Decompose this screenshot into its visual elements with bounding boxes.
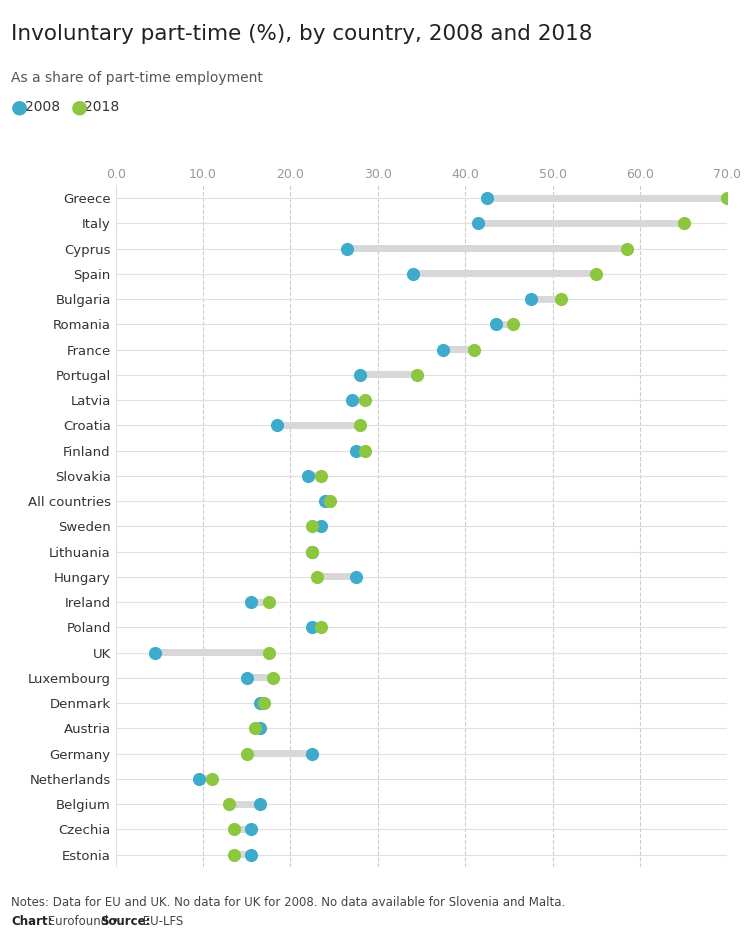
Bar: [247, 750, 313, 757]
Point: [254, 797, 266, 812]
Bar: [443, 346, 474, 353]
Point: [507, 317, 519, 332]
Point: [324, 494, 336, 509]
Point: [359, 443, 371, 458]
Point: [307, 620, 319, 635]
Point: [315, 468, 327, 483]
Bar: [251, 598, 269, 606]
Point: [272, 417, 283, 433]
Point: [241, 670, 253, 686]
Bar: [313, 523, 321, 530]
Text: Notes: Data for EU and UK. No data for UK for 2008. No data available for Sloven: Notes: Data for EU and UK. No data for U…: [11, 896, 565, 909]
Point: [310, 570, 322, 585]
Point: [481, 190, 493, 205]
Point: [206, 771, 218, 786]
Bar: [478, 220, 683, 227]
Point: [490, 317, 502, 332]
Point: [590, 266, 602, 281]
Point: [249, 721, 261, 736]
Bar: [308, 473, 321, 479]
Bar: [351, 397, 365, 403]
Point: [472, 216, 484, 231]
Point: [315, 519, 327, 534]
Point: [319, 494, 331, 509]
Point: [621, 241, 633, 256]
Point: [524, 291, 536, 306]
Point: [307, 544, 319, 559]
Text: 2018: 2018: [84, 100, 119, 113]
Point: [721, 190, 733, 205]
Text: Chart:: Chart:: [11, 915, 53, 928]
Bar: [247, 674, 273, 682]
Bar: [413, 270, 596, 278]
Point: [354, 417, 366, 433]
Point: [263, 594, 275, 610]
Bar: [233, 825, 251, 833]
Text: Involuntary part-time (%), by country, 2008 and 2018: Involuntary part-time (%), by country, 2…: [11, 24, 592, 44]
Point: [407, 266, 419, 281]
Point: [677, 216, 689, 231]
Bar: [316, 573, 356, 580]
Point: [307, 544, 319, 559]
Text: Eurofound •: Eurofound •: [44, 915, 122, 928]
Point: [345, 393, 357, 408]
Point: [341, 241, 353, 256]
Bar: [278, 422, 360, 429]
Bar: [496, 320, 513, 328]
Point: [307, 519, 319, 534]
Point: [254, 695, 266, 710]
Point: [258, 695, 270, 710]
Text: ●: ●: [11, 97, 28, 116]
Bar: [198, 775, 212, 783]
Point: [254, 721, 266, 736]
Text: Source:: Source:: [100, 915, 151, 928]
Bar: [255, 725, 260, 732]
Point: [437, 342, 449, 358]
Bar: [260, 700, 264, 707]
Point: [315, 620, 327, 635]
Text: ●: ●: [71, 97, 88, 116]
Bar: [155, 650, 269, 656]
Point: [350, 443, 362, 458]
Point: [359, 393, 371, 408]
Bar: [530, 296, 561, 302]
Text: 2008: 2008: [25, 100, 60, 113]
Point: [411, 367, 423, 382]
Bar: [487, 195, 727, 202]
Bar: [229, 801, 260, 807]
Point: [307, 746, 319, 761]
Text: As a share of part-time employment: As a share of part-time employment: [11, 71, 263, 86]
Text: EU-LFS: EU-LFS: [139, 915, 183, 928]
Point: [241, 746, 253, 761]
Point: [228, 822, 239, 837]
Point: [555, 291, 567, 306]
Point: [192, 771, 204, 786]
Point: [350, 570, 362, 585]
Point: [223, 797, 235, 812]
Point: [354, 367, 366, 382]
Point: [263, 645, 275, 660]
Bar: [360, 371, 417, 378]
Bar: [356, 447, 365, 455]
Point: [267, 670, 279, 686]
Point: [245, 594, 257, 610]
Bar: [325, 497, 330, 505]
Point: [245, 822, 257, 837]
Point: [149, 645, 161, 660]
Bar: [313, 624, 321, 631]
Point: [302, 468, 314, 483]
Bar: [233, 851, 251, 858]
Point: [245, 847, 257, 863]
Point: [228, 847, 239, 863]
Point: [468, 342, 480, 358]
Bar: [347, 245, 627, 252]
